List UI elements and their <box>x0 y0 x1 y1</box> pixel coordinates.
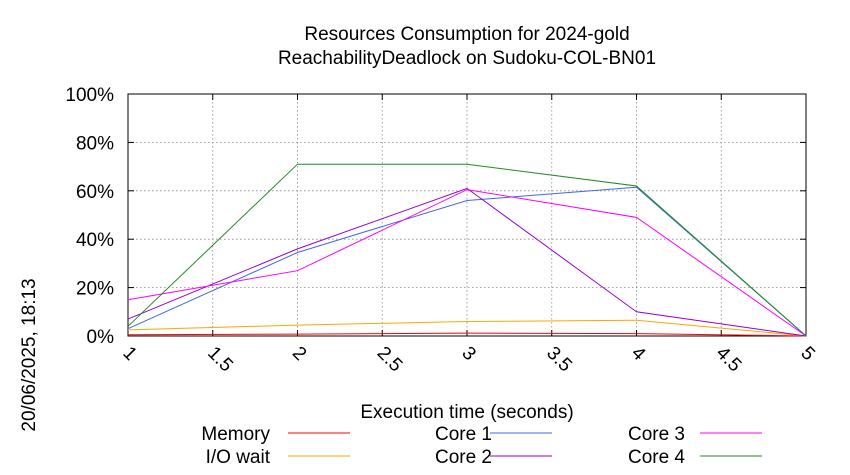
chart-subtitle: ReachabilityDeadlock on Sudoku-COL-BN01 <box>278 48 656 69</box>
legend-label-core-1: Core 1 <box>435 424 492 445</box>
legend-label-memory: Memory <box>201 424 270 445</box>
x-tick-label: 2 <box>288 343 310 365</box>
x-tick-label: 1.5 <box>203 343 237 377</box>
y-tick-label: 80% <box>76 133 114 154</box>
legend-label-core-3: Core 3 <box>628 424 685 445</box>
series-line-memory <box>127 332 807 337</box>
y-tick-label: 60% <box>76 182 114 203</box>
x-tick-label: 3.5 <box>542 343 576 377</box>
x-tick-label: 4 <box>627 343 650 366</box>
y-tick-label: 0% <box>87 327 115 348</box>
series-line-core-1 <box>127 186 807 337</box>
series-line-core-4 <box>127 163 807 337</box>
series-line-core-3 <box>127 189 807 337</box>
x-tick-label: 4.5 <box>712 343 746 377</box>
series-lines <box>127 163 807 337</box>
x-tick-label: 5 <box>796 343 818 365</box>
y-tick-label: 40% <box>76 230 114 251</box>
legend-label-i-o-wait: I/O wait <box>206 447 271 468</box>
x-tick-label: 2.5 <box>373 343 407 377</box>
x-tick-label: 1 <box>118 343 140 365</box>
chart-title: Resources Consumption for 2024-gold <box>304 24 629 45</box>
legend-label-core-4: Core 4 <box>628 447 685 468</box>
x-axis-label: Execution time (seconds) <box>360 402 573 423</box>
axis-ticks: 0% 20% 40% 60% 80% 100% 1 1.5 2 2.5 3 3.5 4 4.5 5 <box>65 85 818 376</box>
legend-label-core-2: Core 2 <box>435 447 492 468</box>
y-tick-label: 20% <box>76 279 114 300</box>
timestamp-label: 20/06/2025, 18:13 <box>19 278 40 431</box>
series-line-core-2 <box>127 187 807 337</box>
y-tick-label: 100% <box>65 85 114 106</box>
series-line-i-o-wait <box>127 319 807 337</box>
x-tick-label: 3 <box>457 343 479 365</box>
grid <box>128 94 806 336</box>
